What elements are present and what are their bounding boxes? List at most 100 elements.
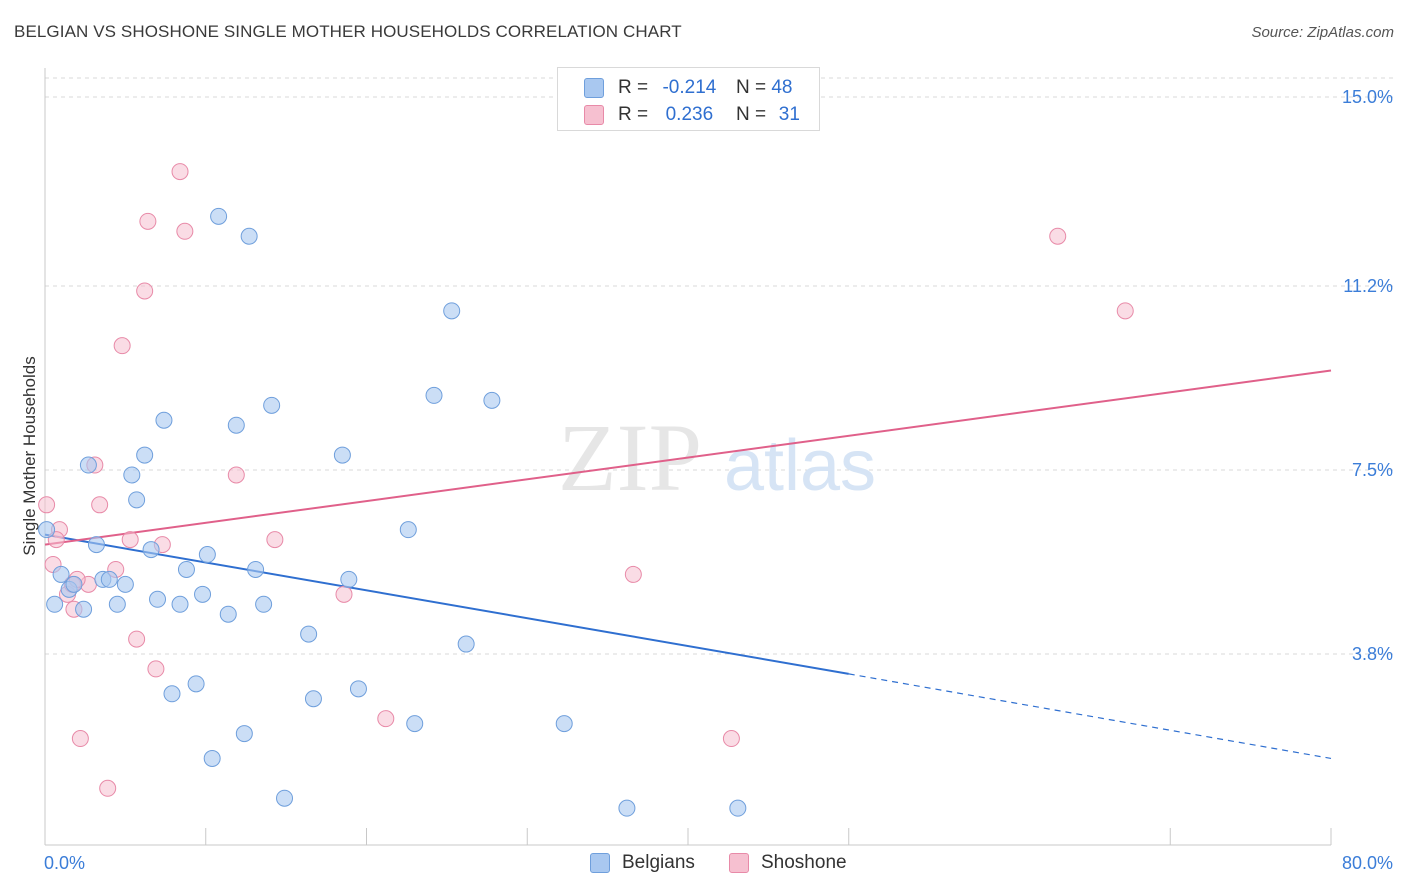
- shoshone-point: [266, 531, 284, 549]
- belgians-point: [187, 675, 205, 693]
- belgians-point: [108, 595, 126, 613]
- chart-title: BELGIAN VS SHOSHONE SINGLE MOTHER HOUSEH…: [14, 22, 682, 41]
- belgians-point: [247, 560, 265, 578]
- y-tick-label: 7.5%: [1352, 460, 1393, 480]
- belgians-point: [65, 575, 83, 593]
- belgians-point: [425, 386, 443, 404]
- belgians-point: [349, 680, 367, 698]
- shoshone-point: [1116, 302, 1134, 320]
- y-tick-label: 15.0%: [1342, 87, 1393, 107]
- legend-r-label: R =: [618, 77, 649, 98]
- shoshone-legend-label: Shoshone: [761, 852, 847, 873]
- data-points: [38, 163, 1134, 817]
- shoshone-point: [128, 630, 146, 648]
- belgians-point: [149, 590, 167, 608]
- legend-r-value: -0.214: [662, 77, 717, 98]
- belgians-point: [100, 570, 118, 588]
- shoshone-point: [722, 730, 740, 748]
- belgians-point: [483, 391, 501, 409]
- belgians-point: [123, 466, 141, 484]
- belgians-swatch: [584, 78, 604, 98]
- watermark-atlas: atlas: [724, 426, 876, 506]
- watermark: ZIP atlas: [558, 404, 876, 511]
- shoshone-point: [335, 585, 353, 603]
- legend-r-value: 0.236: [665, 104, 714, 125]
- belgians-point: [227, 416, 245, 434]
- legend-n-label: N =: [735, 77, 767, 98]
- shoshone-point: [139, 212, 157, 230]
- shoshone-legend-swatch: [729, 853, 749, 873]
- belgians-point: [203, 749, 221, 767]
- shoshone-point: [121, 531, 139, 549]
- belgians-point: [300, 625, 318, 643]
- belgians-point: [194, 585, 212, 603]
- legend-r-label: R =: [618, 104, 649, 125]
- belgians-point: [443, 302, 461, 320]
- shoshone-swatch: [584, 105, 604, 125]
- legend-row-shoshone: R = 0.236 N = 31: [584, 103, 807, 127]
- belgians-point: [75, 600, 93, 618]
- axes: [44, 68, 1332, 846]
- x-tick-label: 80.0%: [1342, 853, 1393, 873]
- belgians-point: [235, 725, 253, 743]
- belgians-legend-label: Belgians: [622, 852, 695, 873]
- belgians-point: [198, 546, 216, 564]
- belgians-point: [128, 491, 146, 509]
- belgians-point: [618, 799, 636, 817]
- shoshone-point: [38, 496, 56, 514]
- belgians-point: [52, 565, 70, 583]
- belgians-point: [340, 570, 358, 588]
- legend-n-value: 48: [771, 77, 793, 98]
- shoshone-point: [624, 565, 642, 583]
- y-axis-label: Single Mother Households: [20, 356, 39, 555]
- belgians-point: [276, 789, 294, 807]
- shoshone-point: [176, 222, 194, 240]
- belgians-point: [38, 521, 56, 539]
- bottom-legend-belgians: Belgians: [590, 852, 695, 874]
- belgians-point: [87, 536, 105, 554]
- shoshone-point: [171, 163, 189, 181]
- belgians-legend-swatch: [590, 853, 610, 873]
- shoshone-point: [113, 337, 131, 355]
- y-tick-label: 3.8%: [1352, 644, 1393, 664]
- legend-n-label: N =: [735, 104, 767, 125]
- watermark-zip: ZIP: [558, 404, 702, 511]
- legend-row-belgians: R = -0.214 N = 48: [584, 76, 792, 100]
- belgians-point: [399, 521, 417, 539]
- shoshone-point: [227, 466, 245, 484]
- belgians-point: [155, 411, 173, 429]
- belgians-point: [263, 396, 281, 414]
- belgians-trend-extension: [848, 673, 1332, 760]
- belgians-point: [240, 227, 258, 245]
- belgians-point: [406, 715, 424, 733]
- belgians-point: [79, 456, 97, 474]
- belgians-point: [142, 541, 160, 559]
- belgians-point: [457, 635, 475, 653]
- belgians-point: [304, 690, 322, 708]
- correlation-legend: R = -0.214 N = 48 R = 0.236 N = 31: [557, 67, 820, 131]
- belgians-point: [255, 595, 273, 613]
- trend-lines: [44, 369, 1332, 760]
- x-tick-label: 0.0%: [44, 853, 85, 873]
- legend-n-value: 31: [778, 104, 800, 125]
- belgians-trend-line: [44, 533, 849, 675]
- belgians-point: [46, 595, 64, 613]
- belgians-point: [555, 715, 573, 733]
- tick-labels: 3.8% 7.5% 11.2% 15.0% 0.0% 80.0%: [44, 87, 1393, 873]
- source-label: Source: ZipAtlas.com: [1251, 24, 1394, 41]
- shoshone-point: [377, 710, 395, 728]
- shoshone-point: [136, 282, 154, 300]
- shoshone-point: [1049, 227, 1067, 245]
- shoshone-point: [147, 660, 165, 678]
- shoshone-point: [71, 730, 89, 748]
- y-tick-label: 11.2%: [1343, 276, 1393, 296]
- bottom-legend-shoshone: Shoshone: [729, 852, 847, 874]
- shoshone-point: [99, 779, 117, 797]
- belgians-point: [163, 685, 181, 703]
- belgians-point: [210, 207, 228, 225]
- belgians-point: [177, 560, 195, 578]
- belgians-point: [171, 595, 189, 613]
- shoshone-point: [91, 496, 109, 514]
- belgians-point: [729, 799, 747, 817]
